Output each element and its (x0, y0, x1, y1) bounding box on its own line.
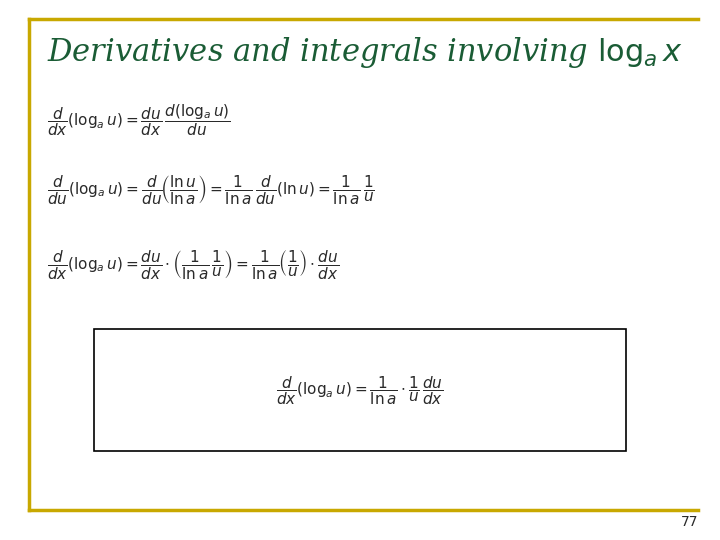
Text: 77: 77 (681, 515, 698, 529)
Text: $\dfrac{d}{dx}\left(\log_a u\right) = \dfrac{1}{\ln a}\cdot\dfrac{1}{u}\,\dfrac{: $\dfrac{d}{dx}\left(\log_a u\right) = \d… (276, 374, 444, 407)
FancyBboxPatch shape (94, 329, 626, 451)
Text: $\dfrac{d}{dx}\left(\log_a u\right) = \dfrac{du}{dx}\,\dfrac{d\left(\log_a u\rig: $\dfrac{d}{dx}\left(\log_a u\right) = \d… (47, 103, 230, 138)
Text: Derivatives and integrals involving $\log_a x$: Derivatives and integrals involving $\lo… (47, 35, 683, 70)
Text: $\dfrac{d}{dx}\left(\log_a u\right) = \dfrac{du}{dx}\cdot\left(\dfrac{1}{\ln a}\: $\dfrac{d}{dx}\left(\log_a u\right) = \d… (47, 248, 339, 281)
Text: $\dfrac{d}{du}\left(\log_a u\right) = \dfrac{d}{du}\!\left(\dfrac{\ln u}{\ln a}\: $\dfrac{d}{du}\left(\log_a u\right) = \d… (47, 173, 374, 206)
